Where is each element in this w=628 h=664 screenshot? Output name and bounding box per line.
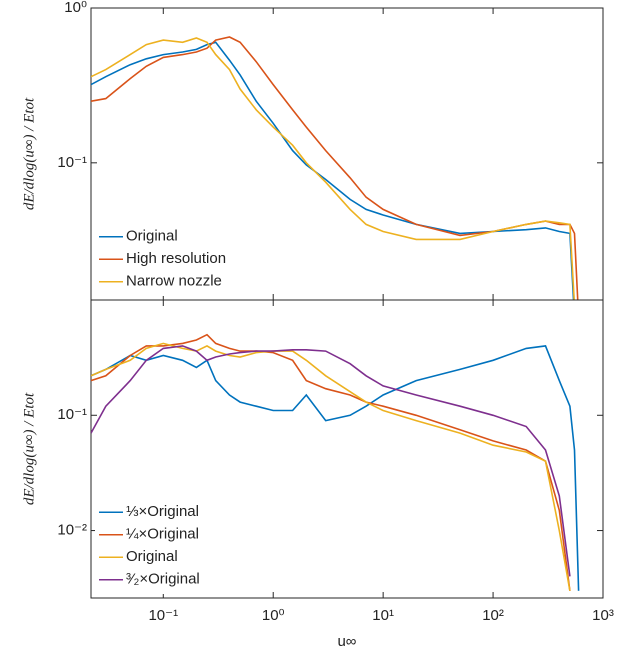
y-tick-label: 10⁻² (57, 522, 87, 539)
series-line (91, 41, 575, 300)
legend-label: ¼×Original (126, 526, 199, 543)
x-tick-label: 10¹ (372, 607, 394, 624)
series-line (91, 333, 571, 591)
x-tick-label: 10⁻¹ (148, 607, 178, 624)
y-axis-label: dE/dlog(u∞) / Etot (21, 97, 37, 210)
legend-label: ⅓×Original (126, 503, 199, 520)
x-axis-label: u∞ (337, 633, 356, 650)
legend-label: High resolution (126, 250, 226, 267)
y-tick-label: 10⁰ (64, 0, 87, 16)
legend-label: ³⁄₂×Original (126, 571, 200, 588)
series-group (91, 36, 579, 300)
series-line (91, 345, 580, 591)
y-axis-label: dE/dlog(u∞) / Etot (21, 392, 37, 505)
legend-label: Narrow nozzle (126, 273, 222, 290)
y-tick-label: 10⁻¹ (57, 154, 87, 171)
series-group (91, 333, 580, 591)
x-tick-label: 10³ (592, 607, 614, 624)
x-tick-label: 10⁰ (262, 607, 285, 624)
y-tick-label: 10⁻¹ (57, 406, 87, 423)
x-tick-label: 10² (482, 607, 504, 624)
legend-label: Original (126, 548, 178, 565)
series-line (91, 37, 575, 300)
legend-label: Original (126, 228, 178, 245)
series-line (91, 345, 571, 577)
legend-box (95, 498, 221, 594)
